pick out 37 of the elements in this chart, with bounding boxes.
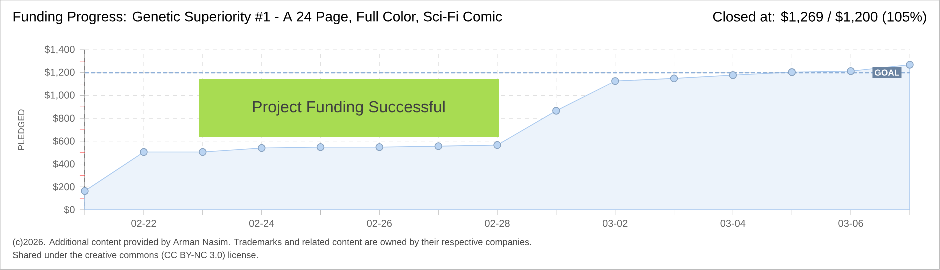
x-tick-label: 03-02 — [602, 220, 628, 228]
y-axis-title: PLEDGED — [18, 110, 25, 150]
point — [258, 144, 266, 152]
text: Shared under the creative commons (CC BY-NC 3.0) license. — [13, 252, 258, 260]
point — [199, 148, 207, 156]
point — [906, 61, 914, 69]
point — [847, 67, 855, 76]
point — [316, 143, 325, 152]
point — [81, 187, 89, 196]
point — [376, 143, 384, 152]
point — [729, 71, 738, 80]
x-tick-label: 03-06 — [838, 220, 864, 228]
y-tick-label: $800 — [53, 114, 75, 123]
x-tick-label: 03-04 — [720, 220, 746, 228]
point — [552, 107, 560, 115]
ref-line-label: GOAL — [875, 70, 900, 76]
chart-title: Funding Progress: Genetic Superiority #1 - A 24 Page, Full Color, Sci-Fi Comic — [14, 11, 502, 25]
x-tick-label: 02-26 — [367, 220, 392, 228]
point — [434, 142, 442, 150]
y-tick-label: $400 — [53, 160, 75, 168]
x-tick-label: 02-28 — [485, 220, 510, 228]
x-tick-label: 02-24 — [249, 220, 274, 228]
point — [494, 141, 502, 150]
chart-subtitle: Closed at: $1,269 / $1,200 (105%) — [713, 11, 926, 25]
y-tick-label: $1,000 — [44, 91, 75, 100]
y-tick-label: $1,400 — [44, 46, 75, 54]
y-tick-label: $600 — [53, 137, 75, 146]
point — [140, 148, 148, 156]
y-tick-label: $0 — [64, 206, 75, 214]
annotation: Project Funding Successful — [253, 100, 445, 116]
point — [788, 68, 796, 76]
point — [612, 77, 620, 86]
x-tick-label: 02-22 — [132, 220, 156, 228]
y-tick-label: $1,200 — [44, 68, 75, 78]
point — [670, 74, 678, 83]
text: (c)2026. Additional content provided by Arman Nasim. Trademarks and related content are owned by their respective companies. — [13, 238, 532, 248]
y-tick-label: $200 — [53, 183, 75, 192]
